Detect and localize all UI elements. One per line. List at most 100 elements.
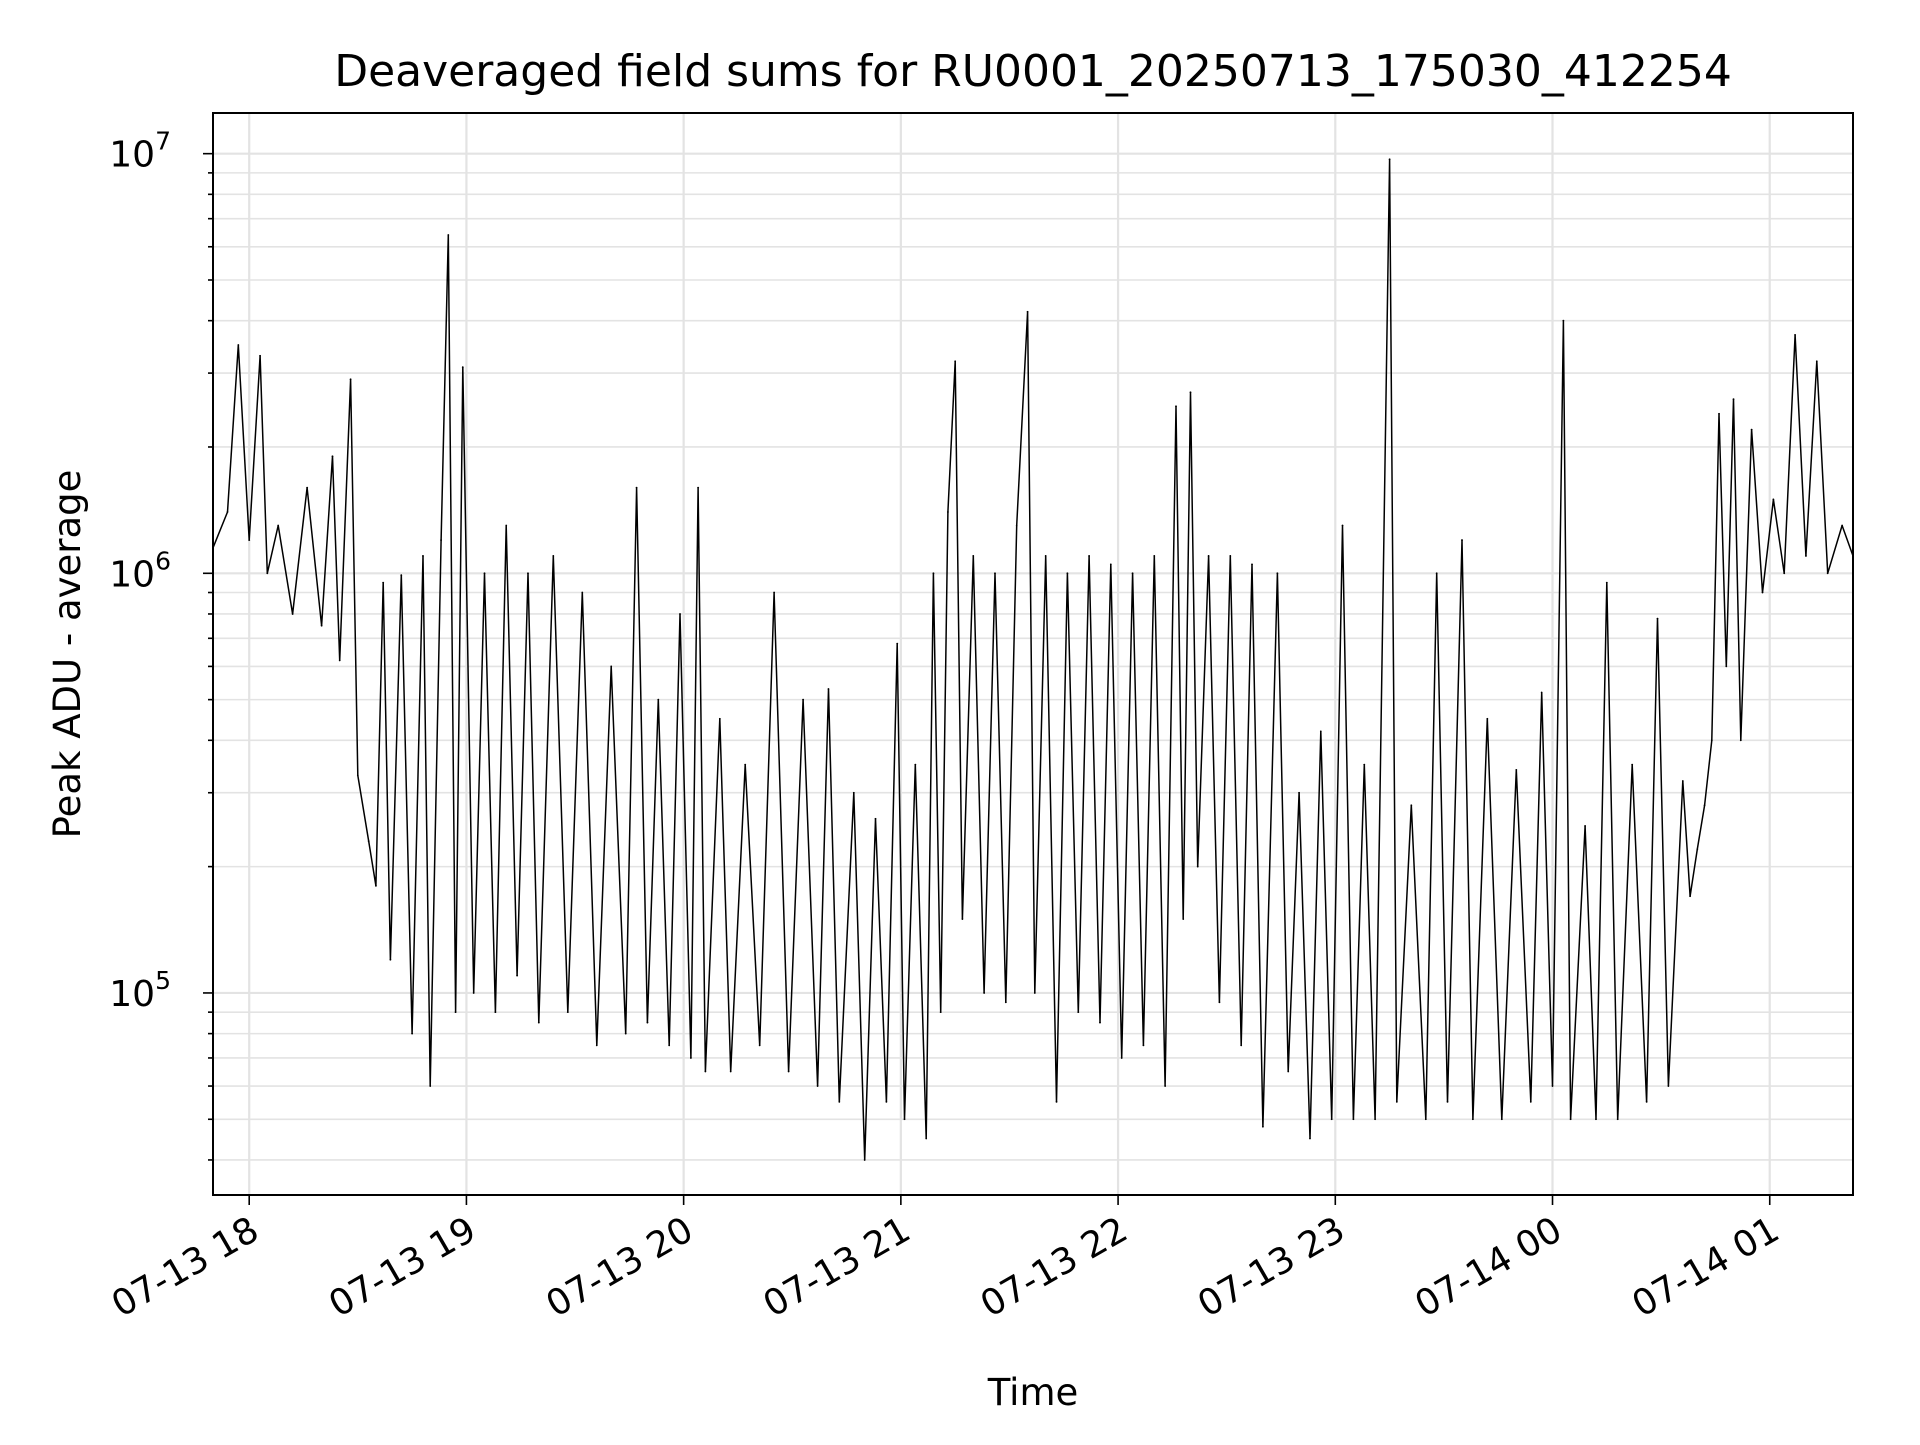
data-point xyxy=(1276,572,1279,575)
x-axis-label: Time xyxy=(987,1371,1079,1414)
chart-title: Deaveraged field sums for RU0001_2025071… xyxy=(334,46,1732,97)
data-point xyxy=(1826,572,1829,575)
data-point xyxy=(1120,1057,1123,1059)
data-point xyxy=(1772,498,1775,501)
data-point xyxy=(1515,769,1518,771)
data-point xyxy=(1681,780,1684,782)
data-point xyxy=(954,360,957,363)
data-point xyxy=(1352,1118,1355,1121)
data-point xyxy=(1131,572,1134,575)
data-point xyxy=(483,572,486,575)
data-point xyxy=(1696,848,1699,851)
data-point xyxy=(1207,555,1210,557)
data-point xyxy=(1088,555,1091,557)
data-point xyxy=(1461,539,1463,541)
data-point xyxy=(566,1011,569,1014)
data-point xyxy=(505,524,508,527)
data-point xyxy=(1033,992,1036,994)
y-tick-label: 106 xyxy=(109,546,171,595)
data-point xyxy=(411,1032,414,1035)
data-point xyxy=(1471,1118,1474,1121)
data-point xyxy=(1341,524,1344,527)
data-point xyxy=(454,1011,457,1014)
data-point xyxy=(994,572,996,575)
data-point xyxy=(1718,412,1720,415)
data-point xyxy=(1732,398,1735,401)
data-point xyxy=(852,791,855,794)
data-point xyxy=(382,581,385,584)
data-point xyxy=(802,698,805,701)
data-point xyxy=(903,1118,906,1121)
data-point xyxy=(787,1070,790,1073)
data-point xyxy=(306,486,309,489)
data-point xyxy=(1330,1118,1333,1121)
data-point xyxy=(1099,1021,1101,1024)
data-point xyxy=(552,555,555,557)
data-point xyxy=(1595,1118,1597,1121)
data-point xyxy=(1540,691,1543,694)
data-point xyxy=(1004,1001,1007,1004)
data-point xyxy=(1319,730,1322,733)
data-point xyxy=(925,1137,928,1140)
data-point xyxy=(896,642,899,645)
data-point xyxy=(1388,158,1391,161)
data-point xyxy=(1569,1118,1572,1121)
data-point xyxy=(827,688,830,690)
data-point xyxy=(447,234,450,236)
data-point xyxy=(1066,572,1069,575)
data-point xyxy=(1667,1085,1670,1087)
data-point xyxy=(1182,918,1185,920)
data-point xyxy=(1616,1118,1619,1121)
data-point xyxy=(718,717,721,720)
series-layer xyxy=(212,158,1854,1161)
data-point xyxy=(1584,825,1586,827)
data-point xyxy=(635,486,638,489)
data-point xyxy=(1805,555,1807,557)
data-point xyxy=(1363,763,1366,766)
data-point xyxy=(367,840,370,843)
data-point xyxy=(816,1085,819,1087)
data-point xyxy=(226,511,229,513)
data-point xyxy=(1374,1118,1377,1121)
data-point xyxy=(1164,1085,1167,1087)
data-point xyxy=(1446,1101,1449,1103)
data-point xyxy=(961,918,964,920)
data-point xyxy=(537,1021,540,1024)
data-point xyxy=(1395,1101,1398,1103)
data-point xyxy=(1689,895,1691,898)
data-point xyxy=(1529,1101,1532,1103)
data-point xyxy=(1298,791,1300,794)
data-point xyxy=(331,455,334,458)
data-point xyxy=(1153,555,1156,557)
data-point xyxy=(1309,1137,1311,1140)
data-point xyxy=(1815,360,1818,363)
data-point xyxy=(1500,1118,1503,1121)
data-point xyxy=(972,555,975,557)
data-point xyxy=(1486,717,1489,720)
data-point xyxy=(697,486,700,489)
data-point xyxy=(338,659,341,662)
data-point xyxy=(1841,524,1844,527)
data-point xyxy=(1261,1125,1264,1128)
data-point xyxy=(1218,1001,1221,1004)
data-point xyxy=(1251,563,1253,566)
series-line-0 xyxy=(212,158,1854,1161)
data-point xyxy=(1750,428,1753,431)
data-point xyxy=(668,1044,671,1047)
data-point xyxy=(1044,555,1047,557)
data-point xyxy=(277,524,280,527)
data-point xyxy=(744,763,747,766)
data-point xyxy=(595,1044,598,1047)
data-point xyxy=(472,992,475,994)
data-point xyxy=(1229,555,1232,557)
data-point xyxy=(1551,1085,1554,1087)
data-point xyxy=(1783,572,1786,575)
data-point xyxy=(1175,405,1177,408)
data-point xyxy=(581,591,584,594)
data-point xyxy=(266,572,269,575)
data-point xyxy=(758,1044,761,1047)
data-point xyxy=(914,763,917,766)
plot-frame xyxy=(212,112,1854,1196)
data-point xyxy=(1055,1101,1058,1103)
